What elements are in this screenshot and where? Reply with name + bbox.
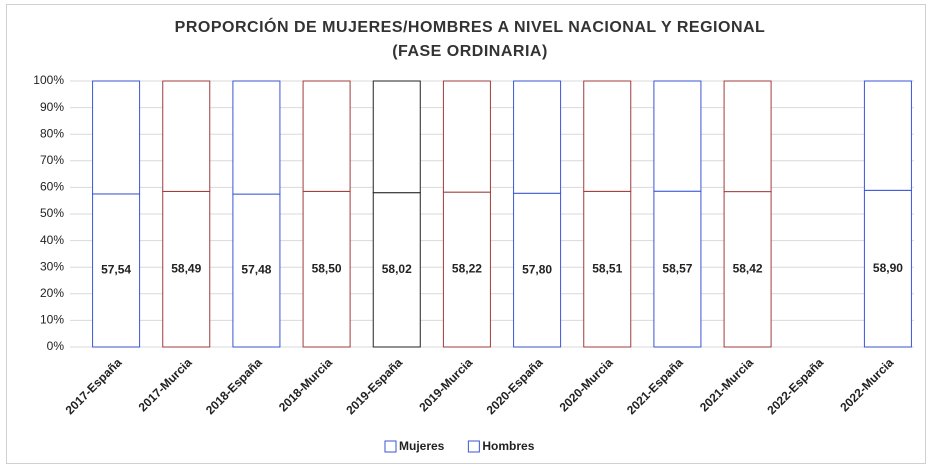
data-label: 58,57 <box>662 261 692 275</box>
chart-frame <box>6 4 926 464</box>
bar-segment <box>92 193 141 348</box>
bar-segment <box>583 190 632 348</box>
x-tick-label: 2020-España <box>484 355 546 417</box>
y-tick-label: 50% <box>40 206 64 220</box>
bar-segment <box>723 191 772 348</box>
x-tick-label: 2022-Murcia <box>837 355 896 414</box>
x-tick-label: 2019-España <box>343 355 405 417</box>
bar-segment <box>653 190 702 348</box>
y-tick-label: 20% <box>40 286 64 300</box>
x-tick-label: 2017-Murcia <box>136 355 195 414</box>
x-tick-label: 2022-España <box>764 355 826 417</box>
chart-title: PROPORCIÓN DE MUJERES/HOMBRES A NIVEL NA… <box>174 19 766 60</box>
y-tick-label: 70% <box>40 153 64 167</box>
bar-segment <box>653 80 702 192</box>
data-label: 58,42 <box>733 261 763 275</box>
bar-segment <box>583 80 632 192</box>
bar-segment <box>372 80 421 194</box>
data-label: 58,02 <box>382 262 412 276</box>
bar-segment <box>513 80 562 194</box>
bar-segment <box>723 80 772 193</box>
bar-segment <box>302 190 351 348</box>
y-tick-label: 10% <box>40 313 64 327</box>
legend-swatch <box>467 440 480 453</box>
bar-segment <box>442 80 491 193</box>
x-tick-label: 2020-Murcia <box>557 355 616 414</box>
bar-segment <box>92 80 141 195</box>
bar-segment <box>442 191 491 348</box>
y-tick-label: 30% <box>40 259 64 273</box>
bar-segment <box>162 190 211 348</box>
data-label: 58,51 <box>592 261 622 275</box>
x-tick-label: 2018-Murcia <box>276 355 335 414</box>
x-tick-label: 2017-España <box>63 355 125 417</box>
y-tick-label: 90% <box>40 100 64 114</box>
x-tick-label: 2019-Murcia <box>416 355 475 414</box>
bar-segment <box>162 80 211 192</box>
data-label: 58,49 <box>171 261 201 275</box>
bar-segment <box>863 80 912 191</box>
data-label: 58,90 <box>873 261 903 275</box>
y-tick-label: 0% <box>47 339 65 353</box>
data-label: 57,54 <box>101 263 131 277</box>
y-tick-label: 60% <box>40 180 64 194</box>
x-tick-label: 2021-Murcia <box>697 355 756 414</box>
data-label: 57,80 <box>522 262 552 276</box>
bar-segment <box>863 189 912 348</box>
bar-segment <box>302 80 351 192</box>
data-label: 58,50 <box>312 261 342 275</box>
y-tick-label: 100% <box>33 73 64 87</box>
legend-label: Mujeres <box>399 439 445 453</box>
bar-segment <box>232 80 281 195</box>
y-tick-label: 40% <box>40 233 64 247</box>
legend-swatch <box>384 440 397 453</box>
x-tick-label: 2021-España <box>624 355 686 417</box>
y-tick-label: 80% <box>40 126 64 140</box>
data-label: 57,48 <box>241 263 271 277</box>
bar-segment <box>513 192 562 348</box>
legend-label: Hombres <box>482 439 534 453</box>
data-label: 58,22 <box>452 262 482 276</box>
bar-segment <box>372 192 421 348</box>
bar-segment <box>232 193 281 348</box>
x-tick-label: 2018-España <box>203 355 265 417</box>
